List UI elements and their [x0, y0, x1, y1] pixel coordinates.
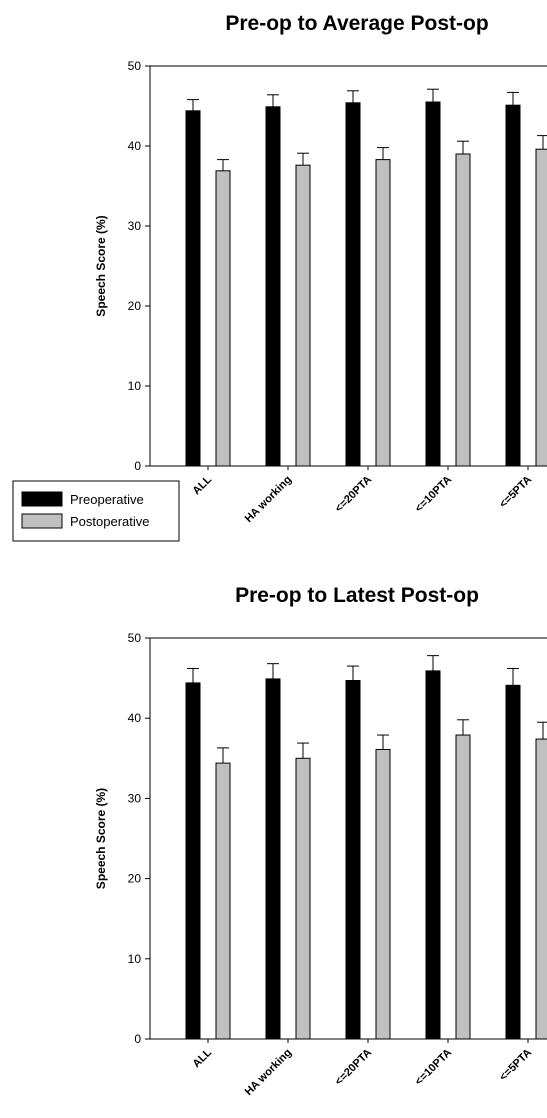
y-tick-label: 20	[128, 872, 142, 886]
chart-panel-2: Pre-op to Latest Post-op 0 10 20 30 40 50 Speec…	[94, 584, 547, 1098]
x-tick-label: <=10PTA	[413, 474, 454, 515]
postoperative-bar	[375, 159, 391, 467]
preoperative-bar	[265, 106, 281, 467]
legend-box	[12, 480, 180, 542]
postoperative-bar	[215, 762, 231, 1040]
y-axis-label: Speech Score (%)	[94, 788, 108, 889]
y-tick-label: 50	[128, 59, 142, 73]
postoperative-legend-swatch	[21, 513, 63, 529]
x-tick-label: <=5PTA	[497, 474, 534, 511]
y-tick-label: 20	[128, 299, 142, 313]
chart-title: Pre-op to Average Post-op	[225, 12, 488, 35]
postoperative-bar	[295, 757, 311, 1040]
x-tick-label: HA working	[243, 474, 294, 525]
preoperative-bar	[425, 101, 441, 467]
postoperative-bar	[535, 148, 547, 467]
y-tick-label: 0	[134, 1032, 141, 1046]
y-tick-label: 10	[128, 379, 142, 393]
chart-panel-1: Pre-op to Average Post-op 0 10 20 30 40 50 Spee…	[12, 12, 547, 542]
y-tick-label: 30	[128, 219, 142, 233]
chart-title: Pre-op to Latest Post-op	[235, 584, 479, 607]
preoperative-bar	[425, 670, 441, 1040]
postoperative-bar	[375, 748, 391, 1040]
x-tick-label: <=5PTA	[497, 1047, 534, 1084]
preoperative-bar	[345, 680, 361, 1040]
y-tick-label: 30	[128, 791, 142, 805]
postoperative-bar	[455, 734, 471, 1040]
preoperative-bar	[185, 110, 201, 467]
preoperative-bar	[505, 684, 521, 1040]
postoperative-bar	[215, 170, 231, 467]
legend-label: Preoperative	[70, 492, 144, 507]
y-tick-label: 40	[128, 711, 142, 725]
legend-label: Postoperative	[70, 514, 150, 529]
y-axis-label: Speech Score (%)	[94, 215, 108, 316]
legend: Preoperative Postoperative	[12, 480, 180, 542]
preoperative-legend-swatch	[21, 491, 63, 507]
preoperative-bar	[265, 678, 281, 1040]
x-tick-label: <=20PTA	[333, 1047, 374, 1088]
preoperative-bar	[185, 682, 201, 1040]
y-tick-label: 10	[128, 952, 142, 966]
x-tick-label: ALL	[191, 473, 215, 497]
x-tick-label: ALL	[191, 1046, 215, 1070]
x-tick-label: <=20PTA	[333, 474, 374, 515]
x-tick-label: <=10PTA	[413, 1047, 454, 1088]
postoperative-bar	[295, 164, 311, 467]
preoperative-bar	[505, 104, 521, 467]
preoperative-bar	[345, 102, 361, 467]
x-tick-label: HA working	[243, 1047, 294, 1098]
postoperative-bar	[535, 738, 547, 1040]
y-tick-label: 0	[134, 459, 141, 473]
y-tick-label: 40	[128, 139, 142, 153]
postoperative-bar	[455, 153, 471, 467]
y-tick-label: 50	[128, 631, 142, 645]
